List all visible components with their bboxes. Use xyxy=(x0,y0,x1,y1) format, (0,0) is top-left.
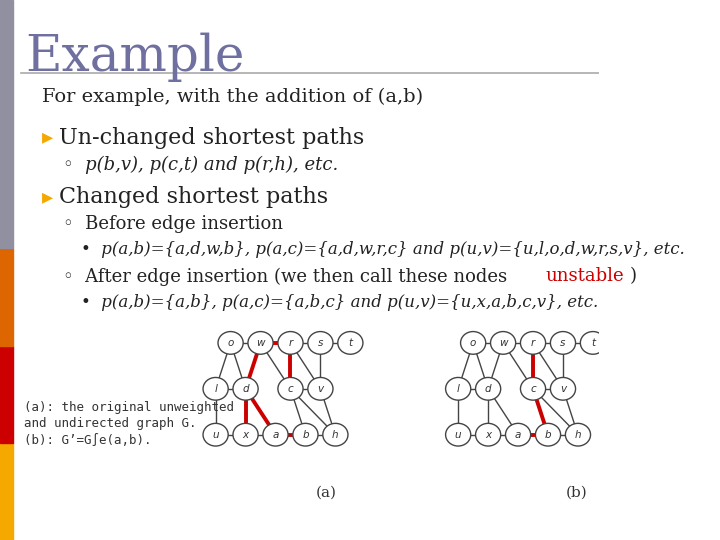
Text: ◦  Before edge insertion: ◦ Before edge insertion xyxy=(63,215,283,233)
Circle shape xyxy=(218,332,243,354)
Circle shape xyxy=(446,377,471,400)
Circle shape xyxy=(278,332,303,354)
Text: v: v xyxy=(560,384,566,394)
Text: t: t xyxy=(591,338,595,348)
Text: h: h xyxy=(575,430,581,440)
Bar xyxy=(0,346,13,443)
Text: ▸: ▸ xyxy=(42,127,53,148)
Text: h: h xyxy=(332,430,338,440)
Bar xyxy=(0,443,13,540)
Text: Changed shortest paths: Changed shortest paths xyxy=(59,186,328,208)
Circle shape xyxy=(338,332,363,354)
Text: a: a xyxy=(272,430,279,440)
Circle shape xyxy=(203,423,228,446)
Circle shape xyxy=(203,377,228,400)
Bar xyxy=(0,248,13,346)
Text: s: s xyxy=(318,338,323,348)
Circle shape xyxy=(505,423,531,446)
Circle shape xyxy=(565,423,590,446)
Text: r: r xyxy=(531,338,535,348)
Text: (b): (b) xyxy=(565,485,587,500)
Text: •  p(a,b)={a,d,w,b}, p(a,c)={a,d,w,r,c} and p(u,v)={u,l,o,d,w,r,s,v}, etc.: • p(a,b)={a,d,w,b}, p(a,c)={a,d,w,r,c} a… xyxy=(81,241,685,258)
Text: ◦  p(b,v), p(c,t) and p(r,h), etc.: ◦ p(b,v), p(c,t) and p(r,h), etc. xyxy=(63,156,338,174)
Circle shape xyxy=(323,423,348,446)
Text: For example, with the addition of (a,b): For example, with the addition of (a,b) xyxy=(42,88,423,106)
Text: and undirected graph G.: and undirected graph G. xyxy=(24,417,197,430)
Circle shape xyxy=(490,332,516,354)
Circle shape xyxy=(248,332,273,354)
Text: b: b xyxy=(302,430,309,440)
Circle shape xyxy=(536,423,561,446)
Text: d: d xyxy=(242,384,249,394)
Text: (a): the original unweighted: (a): the original unweighted xyxy=(24,401,234,414)
Text: r: r xyxy=(288,338,292,348)
Circle shape xyxy=(475,423,500,446)
Circle shape xyxy=(308,332,333,354)
Text: x: x xyxy=(243,430,248,440)
Text: (a): (a) xyxy=(316,485,337,500)
Text: t: t xyxy=(348,338,352,348)
Text: c: c xyxy=(530,384,536,394)
Text: l: l xyxy=(214,384,217,394)
Text: w: w xyxy=(256,338,265,348)
Circle shape xyxy=(233,423,258,446)
Circle shape xyxy=(233,377,258,400)
Text: d: d xyxy=(485,384,492,394)
Text: a: a xyxy=(515,430,521,440)
Text: ): ) xyxy=(630,267,637,286)
Text: u: u xyxy=(212,430,219,440)
Text: o: o xyxy=(470,338,477,348)
Text: •  p(a,b)={a,b}, p(a,c)={a,b,c} and p(u,v)={u,x,a,b,c,v}, etc.: • p(a,b)={a,b}, p(a,c)={a,b,c} and p(u,v… xyxy=(81,294,598,311)
Text: Un-changed shortest paths: Un-changed shortest paths xyxy=(59,127,364,148)
Text: l: l xyxy=(456,384,459,394)
Text: w: w xyxy=(499,338,508,348)
Text: ◦  After edge insertion (we then call these nodes: ◦ After edge insertion (we then call the… xyxy=(63,267,513,286)
Circle shape xyxy=(293,423,318,446)
Circle shape xyxy=(446,423,471,446)
Circle shape xyxy=(461,332,486,354)
Text: ▸: ▸ xyxy=(42,186,53,208)
Circle shape xyxy=(263,423,288,446)
Bar xyxy=(0,0,13,248)
Text: Example: Example xyxy=(25,32,245,82)
Text: b: b xyxy=(545,430,552,440)
Circle shape xyxy=(278,377,303,400)
Text: (b): G’=G∫e(a,b).: (b): G’=G∫e(a,b). xyxy=(24,434,151,447)
Text: s: s xyxy=(560,338,566,348)
Circle shape xyxy=(550,377,575,400)
Circle shape xyxy=(580,332,606,354)
Circle shape xyxy=(521,377,546,400)
Circle shape xyxy=(521,332,546,354)
Text: v: v xyxy=(318,384,323,394)
Circle shape xyxy=(475,377,500,400)
Text: x: x xyxy=(485,430,491,440)
Text: unstable: unstable xyxy=(546,267,624,286)
Circle shape xyxy=(308,377,333,400)
Circle shape xyxy=(550,332,575,354)
Text: u: u xyxy=(455,430,462,440)
Text: o: o xyxy=(228,338,234,348)
Text: c: c xyxy=(287,384,293,394)
